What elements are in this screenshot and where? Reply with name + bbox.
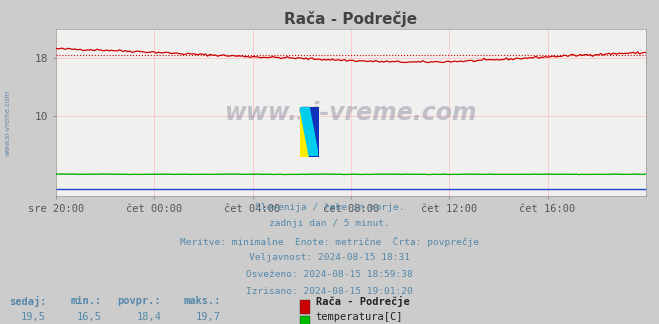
Text: Veljavnost: 2024-08-15 18:31: Veljavnost: 2024-08-15 18:31 [249,253,410,262]
Text: 16,5: 16,5 [77,312,102,322]
Text: povpr.:: povpr.: [118,296,161,307]
Text: www.si-vreme.com: www.si-vreme.com [225,100,477,125]
Text: 19,5: 19,5 [21,312,46,322]
Text: min.:: min.: [71,296,102,307]
Text: Osveženo: 2024-08-15 18:59:38: Osveženo: 2024-08-15 18:59:38 [246,270,413,279]
Text: Rača - Podrečje: Rača - Podrečje [316,296,410,307]
Polygon shape [300,107,318,156]
Text: 19,7: 19,7 [196,312,221,322]
Text: Izrisano: 2024-08-15 19:01:20: Izrisano: 2024-08-15 19:01:20 [246,287,413,296]
Text: maks.:: maks.: [183,296,221,307]
Text: temperatura[C]: temperatura[C] [315,312,403,322]
Title: Rača - Podrečje: Rača - Podrečje [284,11,418,27]
Text: Meritve: minimalne  Enote: metrične  Črta: povprečje: Meritve: minimalne Enote: metrične Črta:… [180,236,479,247]
Text: sedaj:: sedaj: [9,296,46,307]
Text: Slovenija / reke in morje.: Slovenija / reke in morje. [255,202,404,212]
Text: 18,4: 18,4 [136,312,161,322]
Text: zadnji dan / 5 minut.: zadnji dan / 5 minut. [269,219,390,228]
Text: www.si-vreme.com: www.si-vreme.com [5,90,11,156]
